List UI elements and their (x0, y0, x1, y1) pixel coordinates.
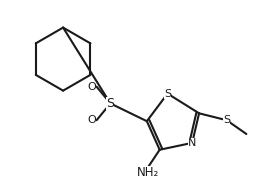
Text: S: S (164, 89, 171, 99)
Text: S: S (106, 97, 115, 110)
Text: N: N (188, 138, 196, 148)
Text: NH₂: NH₂ (137, 166, 159, 179)
Text: O: O (87, 115, 96, 125)
Text: O: O (87, 82, 96, 92)
Text: S: S (223, 115, 230, 125)
